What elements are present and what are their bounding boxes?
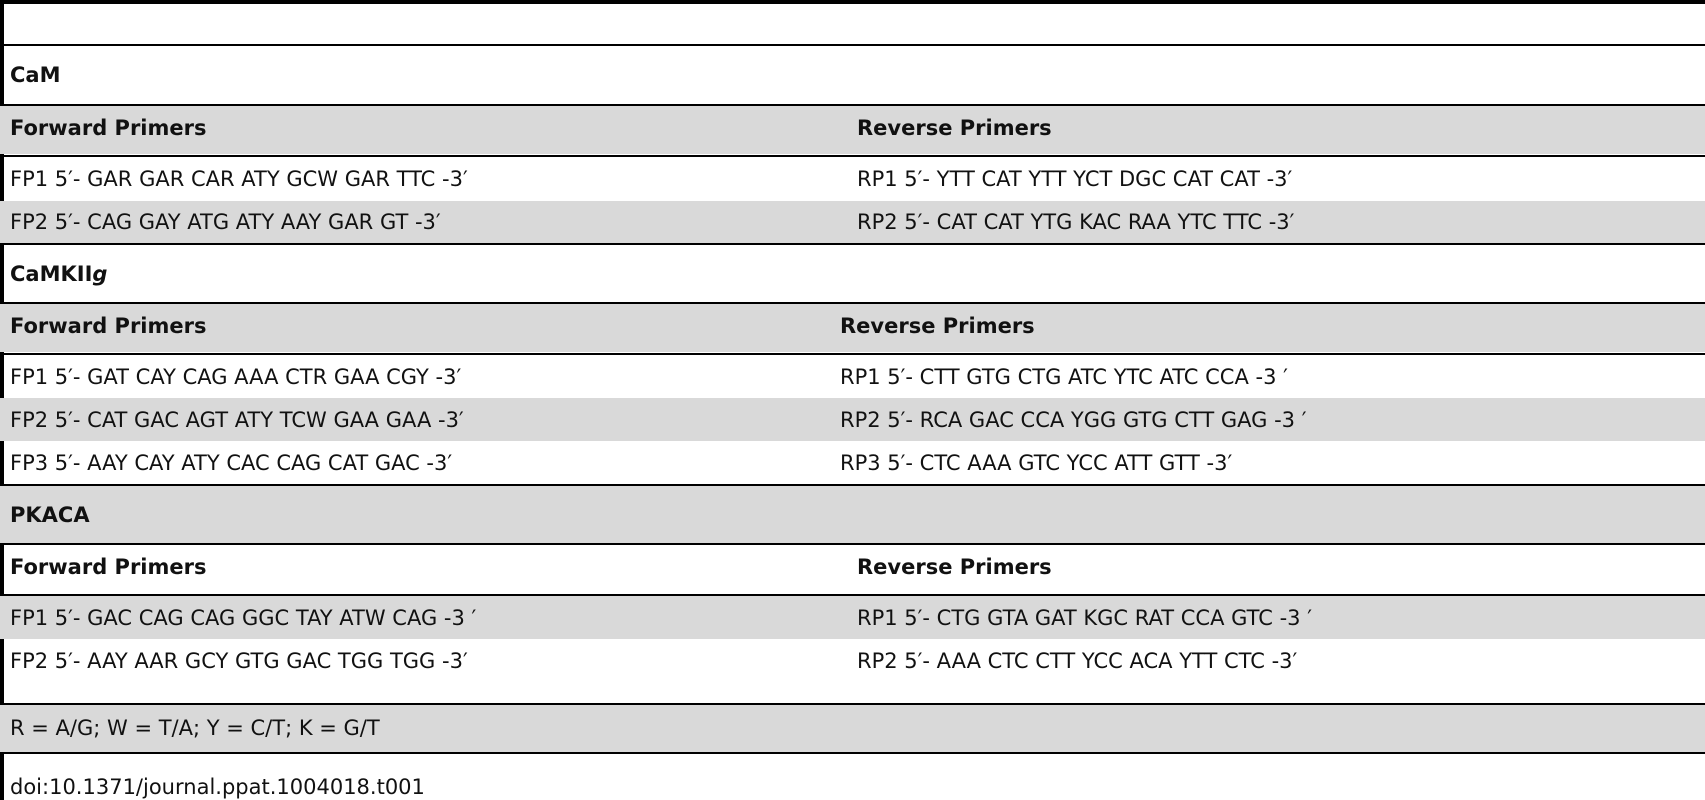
rule — [0, 243, 1705, 245]
forward-primers-header: Forward Primers — [10, 116, 207, 140]
reverse-primer: RP3 5′- CTC AAA GTC YCC ATT GTT -3′ — [840, 451, 1233, 475]
band — [0, 596, 1705, 639]
forward-primer: FP2 5′- AAY AAR GCY GTG GAC TGG TGG -3′ — [10, 649, 468, 673]
band — [0, 201, 1705, 243]
rule — [0, 752, 1705, 754]
forward-primers-header: Forward Primers — [10, 555, 207, 579]
forward-primer: FP1 5′- GAR GAR CAR ATY GCW GAR TTC -3′ — [10, 167, 468, 191]
band — [0, 705, 1705, 752]
forward-primer: FP2 5′- CAT GAC AGT ATY TCW GAA GAA -3′ — [10, 408, 464, 432]
rule — [0, 703, 1705, 705]
rule — [0, 44, 1705, 46]
rule — [0, 302, 1705, 304]
forward-primer: FP1 5′- GAT CAY CAG AAA CTR GAA CGY -3′ — [10, 365, 462, 389]
reverse-primer: RP1 5′- CTT GTG CTG ATC YTC ATC CCA -3 ′ — [840, 365, 1288, 389]
rule — [0, 353, 1705, 355]
section-title-camkii: CaMKIIg — [10, 261, 107, 287]
rule — [0, 543, 1705, 545]
band — [0, 303, 1705, 352]
rule — [0, 484, 1705, 486]
reverse-primer: RP2 5′- CAT CAT YTG KAC RAA YTC TTC -3′ — [857, 210, 1295, 234]
forward-primer: FP2 5′- CAG GAY ATG ATY AAY GAR GT -3′ — [10, 210, 441, 234]
section-title-text: CaMKII — [10, 262, 93, 286]
reverse-primer: RP1 5′- YTT CAT YTT YCT DGC CAT CAT -3′ — [857, 167, 1293, 191]
rule — [0, 155, 1705, 157]
rule — [0, 104, 1705, 106]
reverse-primers-header: Reverse Primers — [857, 116, 1052, 140]
doi-text: doi:10.1371/journal.ppat.1004018.t001 — [10, 775, 425, 799]
forward-primers-header: Forward Primers — [10, 314, 207, 338]
reverse-primers-header: Reverse Primers — [857, 555, 1052, 579]
reverse-primer: RP1 5′- CTG GTA GAT KGC RAT CCA GTC -3 ′ — [857, 606, 1312, 630]
section-title-pkaca: PKACA — [10, 503, 90, 527]
reverse-primer: RP2 5′- AAA CTC CTT YCC ACA YTT CTC -3′ — [857, 649, 1298, 673]
band — [0, 398, 1705, 441]
band — [0, 485, 1705, 543]
forward-primer: FP3 5′- AAY CAY ATY CAC CAG CAT GAC -3′ — [10, 451, 453, 475]
forward-primer: FP1 5′- GAC CAG CAG GGC TAY ATW CAG -3 ′ — [10, 606, 477, 630]
reverse-primers-header: Reverse Primers — [840, 314, 1035, 338]
band — [0, 105, 1705, 154]
section-title-suffix: g — [92, 262, 108, 286]
top-rule — [0, 0, 1705, 4]
table-footnote: R = A/G; W = T/A; Y = C/T; K = G/T — [10, 716, 380, 740]
reverse-primer: RP2 5′- RCA GAC CCA YGG GTG CTT GAG -3 ′ — [840, 408, 1307, 432]
rule — [0, 594, 1705, 596]
section-title-cam: CaM — [10, 63, 61, 87]
